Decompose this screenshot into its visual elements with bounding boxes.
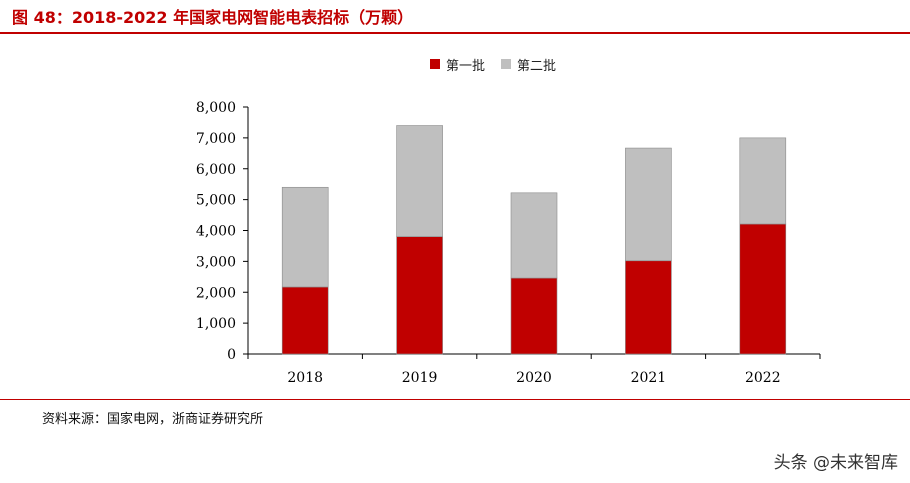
legend-swatch-series-2 [501,59,512,69]
bar-series-2-2021 [625,147,672,262]
chart-legend: 第一批 第二批 [430,54,556,74]
y-tick-label: 5,000 [196,193,236,209]
bar-series-1-2022 [739,223,787,355]
y-tick-label: 6,000 [196,162,236,178]
x-tick-label: 2018 [287,370,323,386]
y-tick-label: 3,000 [196,254,236,270]
legend-item-series-2: 第二批 [501,55,556,74]
bar-series-1-2020 [510,277,558,355]
stacked-bar-chart: 0 1,000 2,000 3,000 4,000 5,000 6,000 7,000 8,00… [196,100,821,386]
figure-title: 图 48：2018-2022 年国家电网智能电表招标（万颗） [12,8,414,27]
title-divider [0,32,910,34]
bar-series [281,125,787,355]
y-tick-label: 4,000 [196,224,236,240]
bar-series-1-2018 [281,286,329,355]
bar-series-1-2019 [396,236,443,355]
x-tick-label: 2019 [402,370,438,386]
y-tick-label: 7,000 [196,131,236,147]
x-axis: 2018 2019 2020 2021 2022 [247,353,821,386]
bar-series-2-2019 [396,125,443,237]
x-tick-label: 2020 [516,370,552,386]
source-divider [0,399,910,400]
legend-swatch-series-1 [430,59,440,69]
watermark-text: 头条 @未来智库 [773,453,898,473]
x-tick-label: 2022 [745,370,781,386]
y-tick-label: 2,000 [196,285,236,301]
y-axis: 0 1,000 2,000 3,000 4,000 5,000 6,000 7,000 8,00… [196,100,249,363]
y-tick-label: 1,000 [196,316,236,332]
bar-series-2-2020 [510,192,558,279]
bar-series-1-2021 [625,260,672,355]
source-note: 资料来源：国家电网，浙商证券研究所 [42,412,264,427]
y-tick-label: 0 [227,347,236,363]
legend-label-series-2: 第二批 [517,58,557,74]
legend-item-series-1: 第一批 [430,55,485,74]
bar-series-2-2022 [739,137,787,225]
legend-label-series-1: 第一批 [446,58,486,74]
x-tick-label: 2021 [631,370,667,386]
bar-series-2-2018 [281,186,329,288]
y-tick-label: 8,000 [196,100,236,116]
